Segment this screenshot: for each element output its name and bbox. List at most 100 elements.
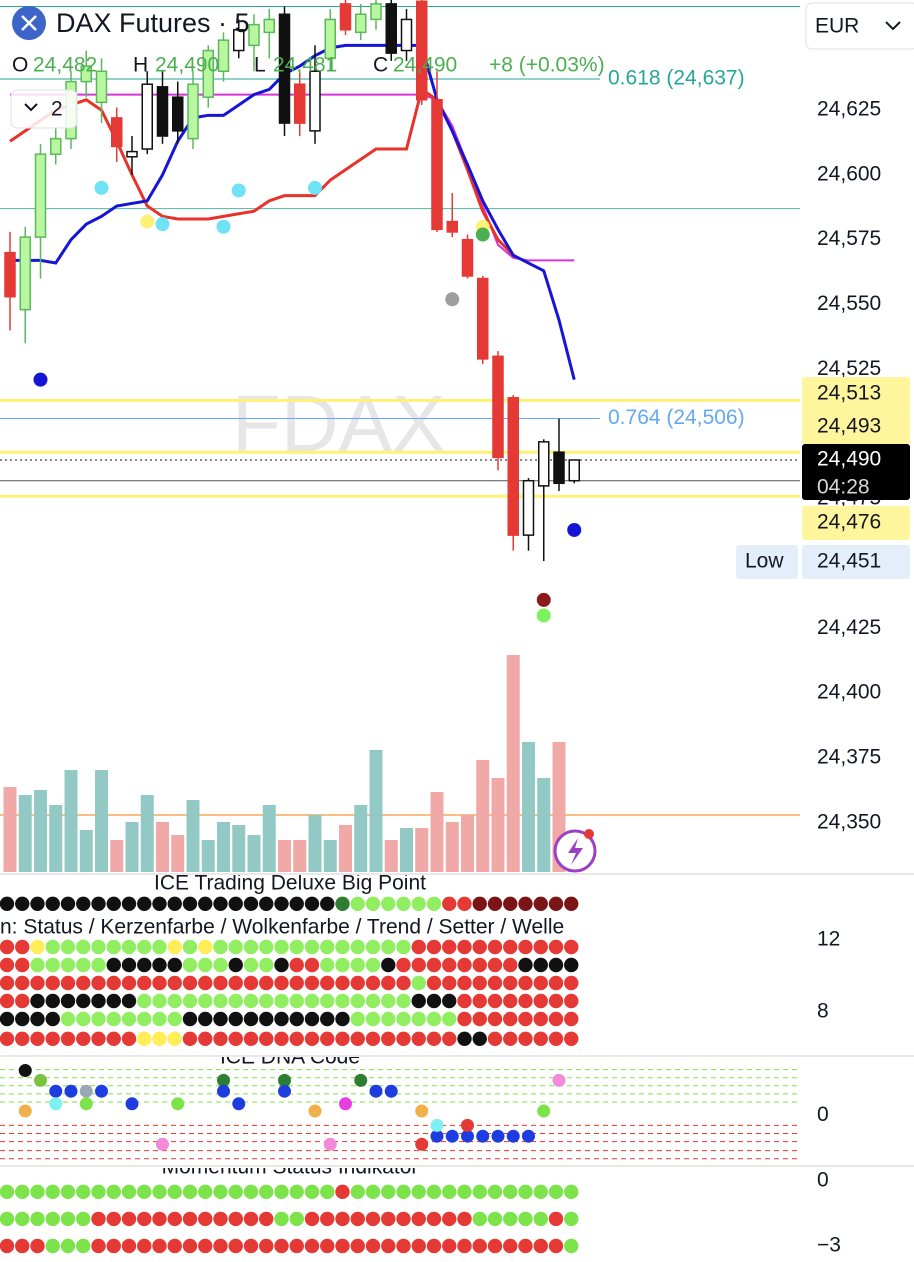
currency-select[interactable]	[805, 2, 914, 50]
candle-body	[309, 70, 321, 132]
volume-bar	[79, 830, 93, 872]
pane: Momentum Status Indikator	[0, 1168, 579, 1254]
status-dot	[60, 1211, 76, 1227]
status-dot	[30, 896, 45, 911]
status-dot	[320, 993, 335, 1009]
status-dot	[304, 1238, 320, 1254]
y-tick-label: −3	[817, 1234, 841, 1257]
symbol-title[interactable]: DAX Futures · 5	[56, 8, 250, 38]
status-dot	[396, 1184, 411, 1200]
status-dot	[274, 1211, 289, 1227]
status-dot	[442, 1211, 457, 1227]
status-dot	[457, 939, 472, 955]
volume-bar	[369, 750, 383, 872]
candle-body	[492, 355, 504, 459]
status-dot	[320, 939, 335, 955]
status-dot	[487, 975, 503, 991]
indicators-toggle[interactable]	[10, 89, 78, 129]
dna-dot	[308, 1104, 322, 1118]
volume-bar	[400, 828, 413, 872]
status-dot	[335, 1238, 350, 1254]
status-dot	[381, 1184, 396, 1200]
status-dot	[365, 1211, 381, 1227]
status-dot	[15, 957, 30, 973]
status-dot	[0, 1031, 15, 1046]
status-dot	[548, 1211, 564, 1227]
status-dot	[487, 993, 503, 1009]
dna-dot	[171, 1097, 185, 1111]
candle-body	[416, 0, 428, 101]
volume-bar	[110, 840, 124, 872]
status-dot	[198, 939, 213, 955]
status-dot	[274, 957, 289, 973]
status-dot	[320, 1184, 335, 1200]
status-dot	[15, 1184, 30, 1200]
status-dot	[213, 1011, 228, 1027]
status-dot	[0, 1184, 15, 1200]
volume-bar	[140, 795, 154, 872]
icon-badge	[584, 829, 594, 839]
status-dot	[564, 975, 579, 991]
status-dot	[137, 939, 152, 955]
status-dot	[503, 975, 518, 991]
status-dot	[167, 975, 182, 991]
status-dot	[167, 993, 182, 1009]
y-tick-label: 24,550	[817, 292, 881, 315]
status-dot	[45, 975, 60, 991]
candle-body	[324, 18, 336, 60]
app-icon[interactable]	[553, 829, 597, 873]
status-dot	[350, 1238, 365, 1254]
status-dot	[548, 975, 564, 991]
status-dot	[259, 896, 274, 911]
status-dot	[304, 1211, 320, 1227]
status-dot	[533, 993, 548, 1009]
status-dot	[320, 1238, 335, 1254]
status-dot	[0, 993, 15, 1009]
status-dot	[304, 993, 320, 1009]
status-dot	[243, 1011, 259, 1027]
status-dot	[365, 957, 381, 973]
status-dot	[503, 896, 518, 911]
y-tick-label: 0	[817, 1103, 829, 1126]
dna-dot	[18, 1064, 32, 1077]
status-dot	[259, 975, 274, 991]
volume-bar	[323, 840, 337, 872]
status-dot	[243, 975, 259, 991]
status-dot	[411, 896, 426, 911]
status-dot	[533, 1238, 548, 1254]
status-dot	[396, 896, 411, 911]
status-dot	[411, 939, 426, 955]
status-dot	[121, 1011, 137, 1027]
status-dot	[411, 1031, 426, 1047]
status-dot	[396, 1238, 411, 1254]
dna-dot	[461, 1129, 474, 1143]
volume-bar	[522, 742, 535, 872]
status-dot	[259, 1184, 274, 1200]
status-dot	[45, 957, 60, 973]
status-dot	[518, 1238, 533, 1254]
status-dot	[106, 896, 121, 911]
candle-body	[34, 153, 47, 238]
status-dot	[320, 975, 335, 991]
ohlc-value: 24,482	[33, 54, 97, 77]
status-dot	[548, 1011, 564, 1027]
status-dot	[411, 993, 426, 1009]
ohlc-change: +8 (+0.03%)	[489, 54, 605, 77]
status-dot	[106, 957, 121, 973]
status-dot	[487, 1211, 503, 1227]
status-dot	[167, 1011, 182, 1027]
price-label: 24,476	[817, 511, 881, 534]
status-dot	[228, 896, 243, 911]
current-price: 24,490	[817, 448, 881, 471]
status-dot	[274, 993, 289, 1009]
status-dot	[15, 1211, 30, 1227]
status-dot	[91, 957, 106, 973]
status-dot	[228, 993, 243, 1009]
watermark: FDAX	[232, 379, 445, 468]
status-dot	[182, 1238, 198, 1254]
status-dot	[106, 1211, 121, 1227]
status-dot	[106, 939, 121, 955]
status-dot	[426, 993, 442, 1009]
status-dot	[0, 1011, 15, 1027]
